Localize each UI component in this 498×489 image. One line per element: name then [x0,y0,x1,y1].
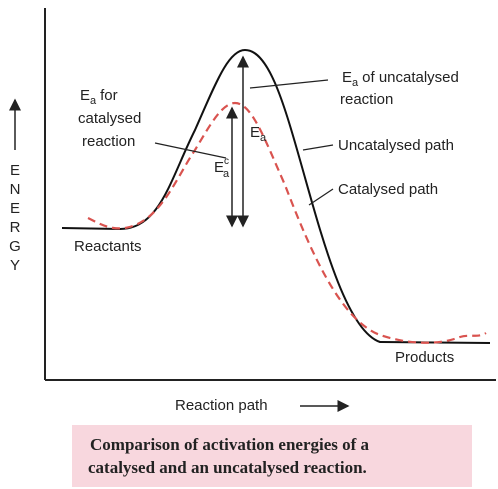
subscript: a [90,95,97,107]
ea-catalysed-line: catalysed [78,110,141,127]
catalysed-curve [87,101,487,344]
symbol: E [250,124,260,141]
pointer [154,142,227,159]
subscript: a [352,77,359,89]
pointer [249,79,329,89]
y-axis-label: ENERGY [7,162,24,276]
superscript: c [224,156,229,167]
x-axis-label: Reaction path [175,397,268,414]
symbol: E [214,159,224,176]
products-label: Products [395,349,454,366]
ea-label: Ea [250,124,267,144]
line: of uncatalysed [362,69,459,86]
caption-line: Comparison of activation energies of a [90,435,370,454]
subscript: a [260,132,267,144]
pointer [302,144,334,151]
uncatalysed-path-label: Uncatalysed path [338,137,454,154]
pointer [308,188,334,206]
symbol: E [342,69,352,86]
caption-line: catalysed and an uncatalysed reaction. [88,458,367,477]
uncatalysed-curve [61,48,491,344]
ea-cat-label: Ec a [214,156,230,180]
line: for [100,87,118,104]
ea-uncatalysed-line: reaction [340,91,393,108]
symbol: E [80,87,90,104]
subscript: a [223,168,230,180]
caption-box [72,425,472,487]
ea-catalysed-label: Ea for [80,87,118,107]
ea-uncatalysed-label: Ea of uncatalysed [342,69,459,89]
reactants-label: Reactants [74,238,142,255]
ea-catalysed-line: reaction [82,133,135,150]
catalysed-path-label: Catalysed path [338,181,438,198]
